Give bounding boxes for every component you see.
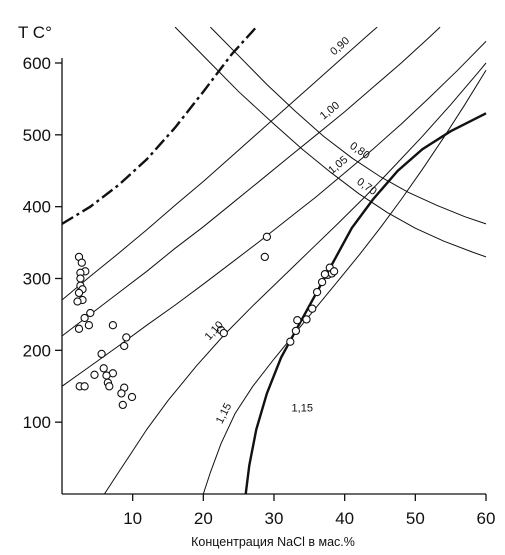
isochore-label: 0,90: [328, 35, 352, 58]
x-tick-label: 60: [477, 509, 496, 528]
isochore-line: [62, 41, 487, 387]
data-points: [73, 232, 339, 410]
solubility-curve-line: [244, 112, 487, 494]
data-point: [76, 274, 85, 283]
y-tick-label: 100: [23, 413, 51, 432]
isochore-label: 1,00: [318, 100, 342, 123]
data-point: [262, 232, 272, 241]
x-axis-label: Концентрация NaCl в мас.%: [191, 535, 355, 549]
data-point: [120, 341, 129, 351]
isochore-label: 0,80: [347, 140, 371, 162]
x-tick-label: 10: [123, 509, 142, 528]
isochore-line: [103, 62, 487, 494]
critical-curve: [62, 26, 258, 225]
data-point: [105, 382, 114, 391]
y-tick-label: 200: [23, 341, 51, 360]
data-point: [308, 304, 317, 313]
data-point: [73, 297, 82, 306]
data-point: [127, 392, 137, 402]
x-tick-label: 40: [335, 509, 354, 528]
isochore-label: 1,05: [326, 154, 350, 177]
data-point: [99, 364, 108, 373]
data-point: [329, 267, 339, 276]
data-point: [90, 370, 99, 379]
data-point: [293, 316, 302, 325]
data-point: [122, 333, 131, 342]
isochore-line: [62, 26, 378, 301]
data-point: [97, 349, 106, 359]
data-point: [118, 400, 127, 410]
data-point: [286, 337, 295, 346]
y-tick-label: 600: [23, 54, 51, 73]
curve-labels: 0,700,800,901,001,051,101,15 1,15: [203, 35, 379, 426]
data-point: [312, 287, 322, 297]
isochore-line: [210, 26, 487, 225]
data-point: [291, 326, 301, 336]
data-point: [260, 252, 269, 262]
y-tick-label: 300: [23, 270, 51, 289]
data-point: [108, 321, 118, 330]
critical-curve-line: [62, 26, 258, 225]
data-point: [80, 382, 89, 391]
data-point: [80, 313, 89, 323]
x-tick-label: 30: [265, 509, 284, 528]
isochore-line: [202, 69, 487, 494]
annotation-label: 1,15: [292, 402, 313, 414]
data-point: [317, 277, 327, 287]
tick-labels: 100 200 300 400 500 600 10 20 30 40 50 60: [23, 54, 496, 528]
data-point: [302, 315, 311, 324]
data-point: [219, 328, 228, 338]
isochore-lines: [62, 26, 487, 494]
y-tick-label: 500: [23, 126, 51, 145]
data-point: [86, 308, 95, 318]
isochore-line: [174, 26, 487, 258]
x-tick-label: 50: [406, 509, 425, 528]
data-point: [84, 321, 94, 330]
data-point: [117, 389, 126, 398]
x-tick-label: 20: [194, 509, 213, 528]
data-point: [320, 270, 330, 279]
data-point: [102, 371, 111, 380]
y-axis-label: T C°: [18, 23, 52, 42]
y-tick-label: 400: [23, 198, 51, 217]
solubility-curve: [244, 112, 487, 494]
isochore-line: [62, 26, 441, 337]
data-point: [77, 258, 86, 267]
data-point: [74, 288, 84, 298]
axes: [55, 58, 487, 501]
data-point: [74, 324, 84, 333]
